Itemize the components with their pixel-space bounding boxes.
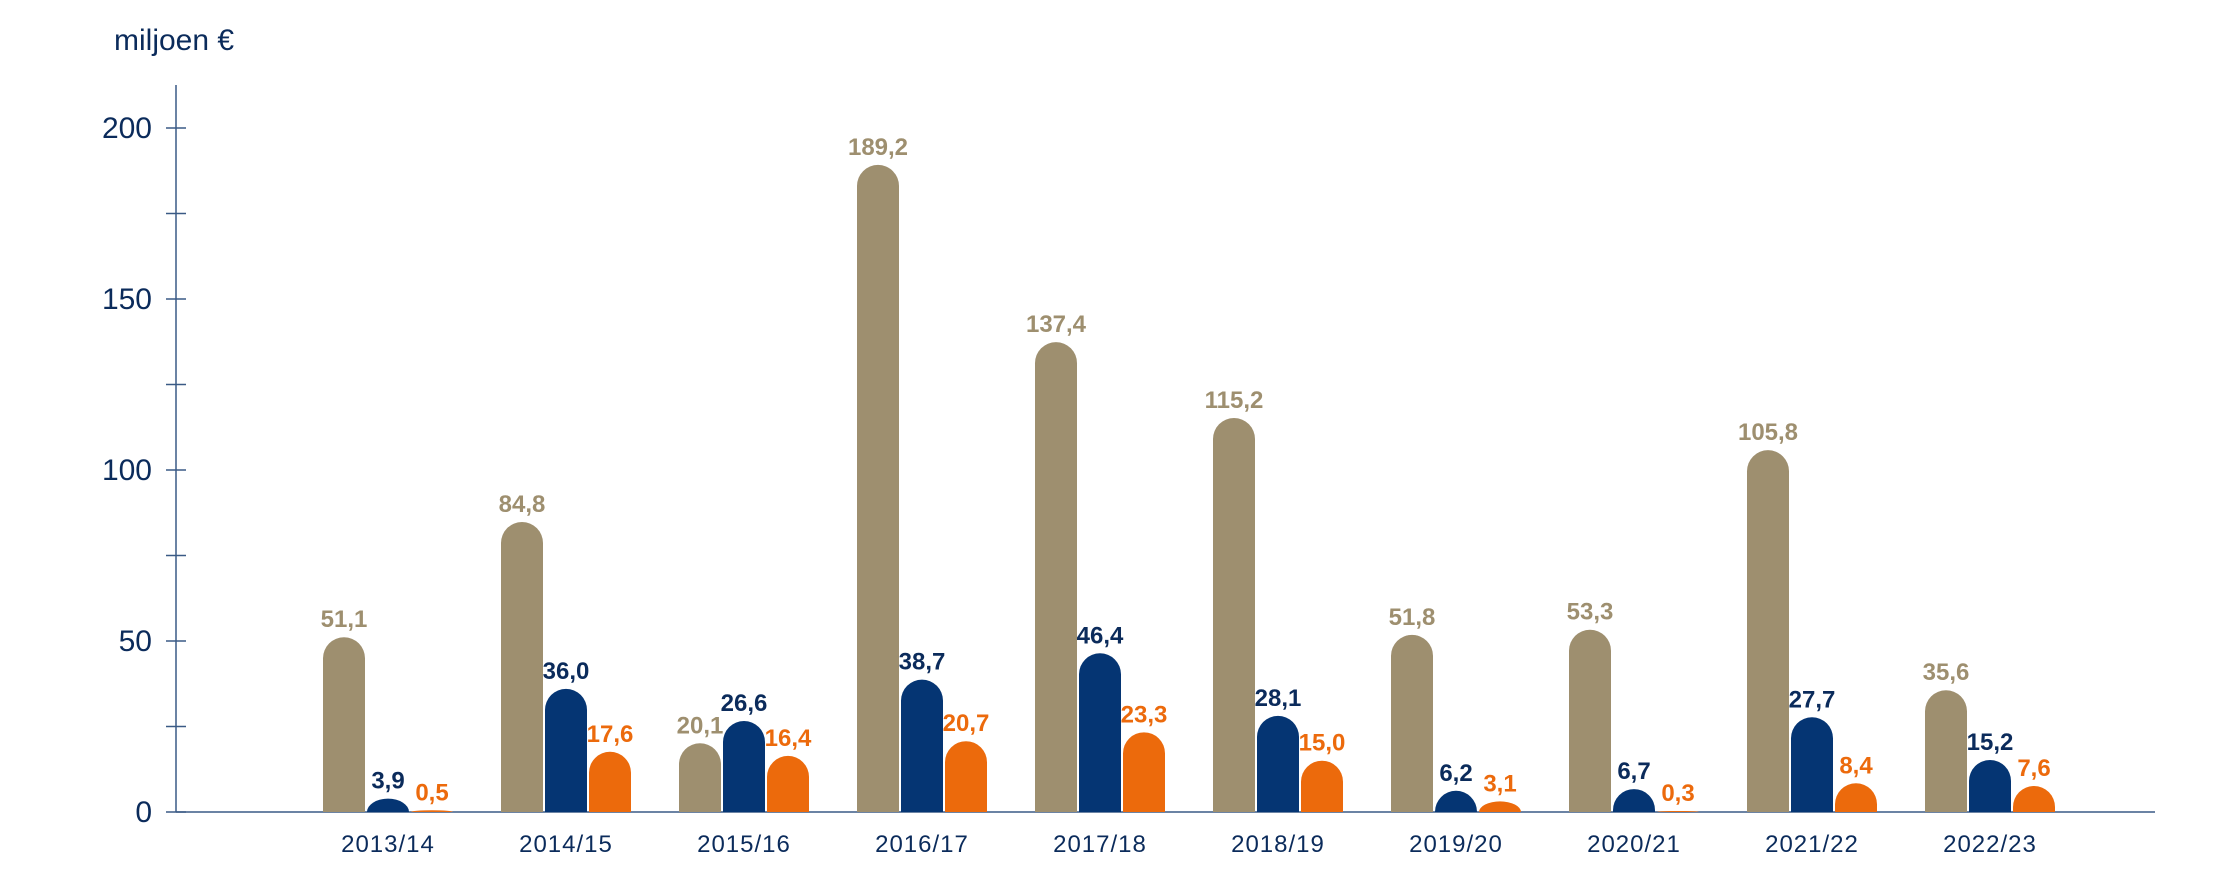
bar	[545, 688, 587, 812]
bar-value-label: 20,1	[677, 712, 724, 739]
bar	[1747, 450, 1789, 812]
bar-value-label: 3,1	[1483, 770, 1516, 797]
bar	[589, 751, 631, 812]
bar	[1569, 629, 1611, 812]
bar	[1835, 783, 1877, 812]
bar-value-label: 115,2	[1205, 387, 1264, 414]
bar	[1435, 790, 1477, 812]
y-tick-label: 150	[102, 283, 152, 316]
bar-value-label: 35,6	[1923, 659, 1970, 686]
bar	[679, 743, 721, 812]
bar-value-label: 28,1	[1255, 685, 1302, 712]
y-tick-label: 200	[102, 112, 152, 145]
bar	[1257, 715, 1299, 812]
bar-value-label: 105,8	[1738, 419, 1798, 446]
bar	[367, 798, 409, 812]
bar-value-label: 51,8	[1389, 604, 1436, 631]
bar	[1079, 653, 1121, 812]
bar-value-label: 0,3	[1661, 780, 1694, 807]
bar-value-label: 16,4	[765, 725, 812, 752]
bar	[1925, 690, 1967, 812]
bars	[323, 164, 2055, 812]
x-tick-label: 2013/14	[341, 831, 435, 858]
x-tick-label: 2018/19	[1231, 831, 1325, 858]
bar	[1391, 634, 1433, 812]
bar-value-label: 36,0	[543, 658, 590, 685]
bar-value-label: 6,7	[1617, 758, 1650, 785]
x-tick-label: 2021/22	[1765, 831, 1859, 858]
bar-value-label: 84,8	[499, 491, 546, 518]
bar	[857, 164, 899, 812]
bar-value-label: 26,6	[721, 690, 768, 717]
bar-value-label: 17,6	[587, 721, 634, 748]
bar	[1613, 789, 1655, 812]
bar	[767, 755, 809, 812]
x-tick-label: 2016/17	[875, 831, 969, 858]
bar-value-label: 15,0	[1299, 730, 1346, 757]
bar-value-label: 8,4	[1839, 752, 1873, 779]
bar	[2013, 786, 2055, 812]
bar-value-label: 27,7	[1789, 686, 1836, 713]
bar	[1123, 732, 1165, 812]
bar-value-label: 3,9	[371, 768, 404, 795]
bar-value-label: 189,2	[848, 134, 908, 161]
y-tick-label: 0	[135, 796, 152, 829]
bar	[323, 637, 365, 812]
bar-value-label: 6,2	[1439, 760, 1472, 787]
x-tick-label: 2019/20	[1409, 831, 1503, 858]
bar	[901, 679, 943, 812]
value-labels: 51,1 3,9 0,5 84,8 36,0 17,6 20,126,6 16,4 189,2 3…	[321, 134, 2051, 807]
bar	[1301, 760, 1343, 812]
bar-value-label: 46,4	[1077, 622, 1124, 649]
bar	[501, 521, 543, 812]
bar-value-label: 53,3	[1567, 599, 1614, 626]
x-tick-label: 2020/21	[1587, 831, 1681, 858]
bar-value-label: 7,6	[2017, 755, 2050, 782]
bar-value-label: 0,5	[415, 779, 448, 806]
bar-value-label: 23,3	[1121, 701, 1168, 728]
bar	[1035, 342, 1077, 812]
bar-value-label: 20,7	[943, 710, 990, 737]
bar	[1791, 717, 1833, 812]
bar	[1969, 760, 2011, 812]
bar	[1657, 810, 1699, 812]
bar-value-label: 137,4	[1026, 311, 1087, 338]
bar-value-label: 15,2	[1967, 729, 2014, 756]
bar	[723, 721, 765, 812]
bar	[1479, 801, 1521, 812]
x-tick-label: 2014/15	[519, 831, 613, 858]
bar	[1213, 418, 1255, 812]
bar-value-label: 51,1	[321, 606, 368, 633]
bar	[411, 810, 453, 812]
y-tick-label: 50	[119, 625, 152, 658]
x-tick-label: 2017/18	[1053, 831, 1147, 858]
x-axis-ticks: 2013/14 2014/15 2015/16 2016/17 2017/18 2018/…	[341, 831, 2037, 858]
x-tick-label: 2022/23	[1943, 831, 2037, 858]
bar-value-label: 38,7	[899, 649, 946, 676]
y-axis-ticks: 0 50 100 150 200	[102, 112, 186, 829]
y-tick-label: 100	[102, 454, 152, 487]
unit-label: miljoen €	[114, 24, 234, 57]
bar	[945, 741, 987, 812]
x-tick-label: 2015/16	[697, 831, 791, 858]
